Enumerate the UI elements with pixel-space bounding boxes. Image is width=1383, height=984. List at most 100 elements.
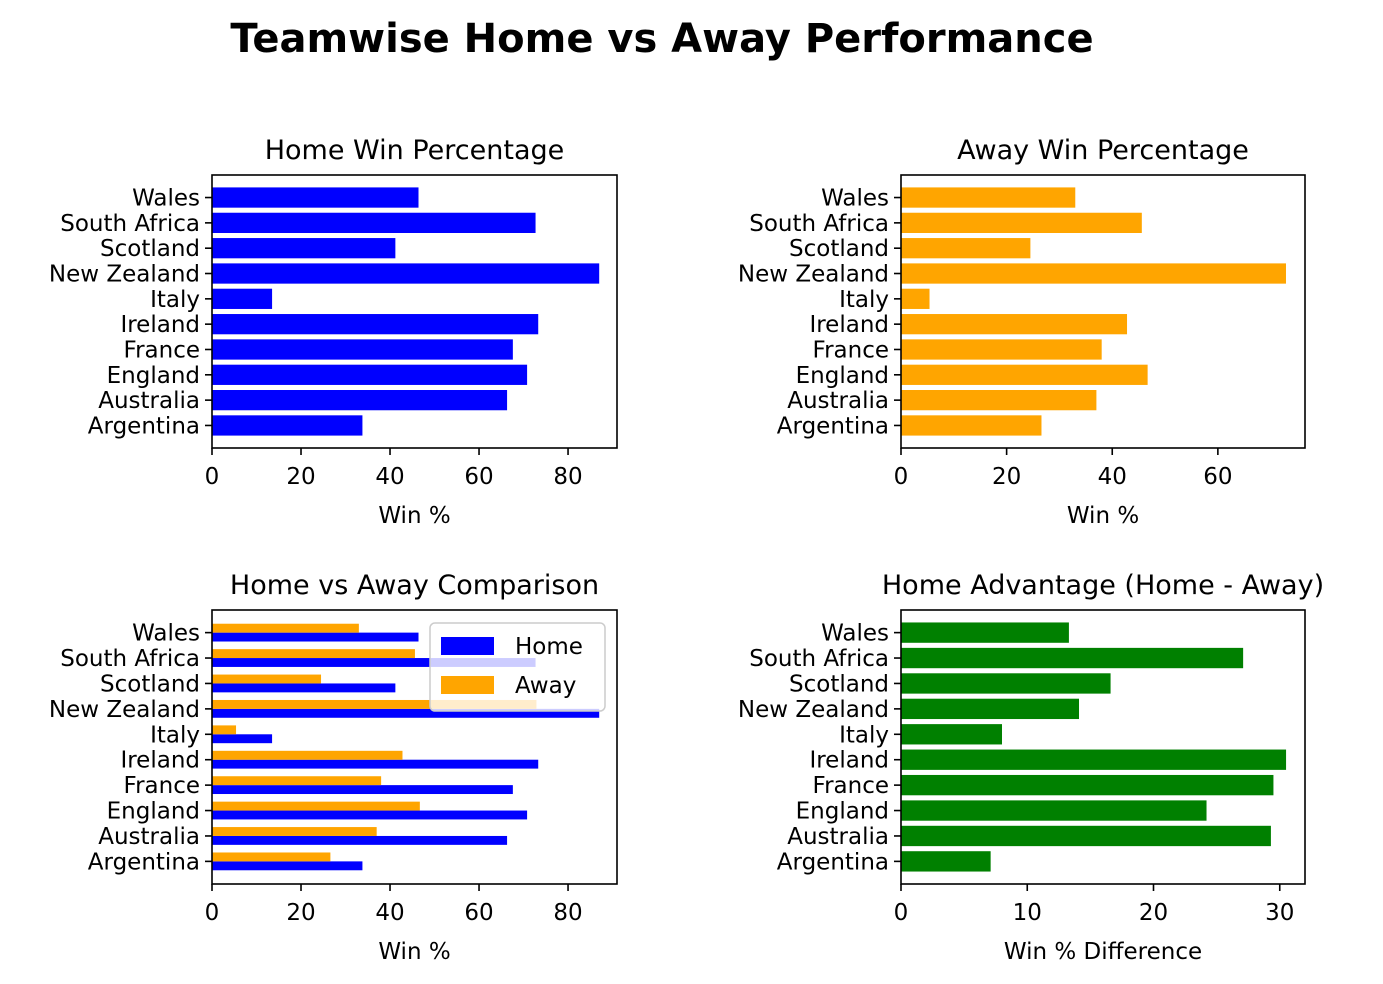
comparison-bar-ireland-away [212, 750, 403, 760]
comparison-ytick-label: Ireland [120, 748, 200, 774]
home-win-ytick-label: Argentina [88, 413, 200, 439]
away-win-ytick-label: Italy [839, 287, 889, 313]
home-advantage-bar-australia [901, 825, 1271, 847]
figure-title: Teamwise Home vs Away Performance [230, 16, 1093, 62]
home-advantage-ytick-label: New Zealand [738, 697, 889, 723]
home-win-bar-england [212, 364, 528, 385]
comparison-bar-wales-home [212, 632, 419, 642]
away-win-bar-england [901, 364, 1148, 385]
legend-swatch-home [441, 637, 494, 655]
comparison-xtick-label: 20 [286, 900, 315, 926]
comparison-xtick-label: 60 [464, 900, 493, 926]
home-advantage-bar-argentina [901, 851, 991, 872]
home-advantage-bar-france [901, 774, 1274, 796]
home-advantage-bar-ireland [901, 749, 1287, 770]
home-win-ytick-label: South Africa [60, 211, 200, 237]
away-win-bar-wales [901, 187, 1076, 208]
home-advantage-ytick-label: Wales [821, 621, 889, 647]
home-advantage-xlabel: Win % Difference [1004, 939, 1202, 965]
legend-label-home: Home [515, 634, 583, 660]
away-win-bar-new-zealand [901, 263, 1286, 284]
comparison-bar-south-africa-home [212, 658, 536, 667]
away-win-ytick-label: Australia [787, 388, 889, 414]
home-advantage-bar-new-zealand [901, 698, 1080, 720]
comparison-xlabel: Win % [378, 939, 450, 965]
comparison-ytick-label: England [107, 799, 200, 825]
home-advantage-xtick-label: 20 [1139, 900, 1168, 926]
home-win-ytick-label: Scotland [100, 236, 200, 262]
home-advantage-title: Home Advantage (Home - Away) [882, 570, 1324, 601]
home-win-xtick-label: 40 [375, 464, 404, 490]
home-win-bar-australia [212, 390, 508, 411]
home-advantage-ytick-label: Italy [839, 722, 889, 748]
home-advantage-bar-england [901, 800, 1207, 821]
comparison-ytick-label: Wales [132, 621, 200, 647]
home-advantage-chart: Home Advantage (Home - Away) ArgentinaAus… [738, 570, 1324, 965]
home-win-xtick-label: 20 [286, 464, 315, 490]
comparison-ytick-label: France [124, 773, 200, 799]
comparison-bar-australia-home [212, 835, 508, 845]
home-win-ytick-label: New Zealand [49, 262, 200, 288]
comparison-bar-argentina-away [212, 852, 331, 862]
away-win-bar-scotland [901, 238, 1031, 259]
home-advantage-ytick-label: France [813, 773, 889, 799]
comparison-frame [211, 609, 618, 885]
legend-swatch-away [441, 676, 494, 694]
home-win-bar-new-zealand [212, 263, 600, 284]
home-win-xtick-label: 60 [464, 464, 493, 490]
comparison-ytick-label: Scotland [100, 671, 200, 697]
home-win-bar-wales [212, 187, 419, 208]
home-win-bar-ireland [212, 314, 539, 335]
home-win-xlabel: Win % [378, 503, 450, 529]
comparison-xtick-label: 80 [553, 900, 582, 926]
home-win-xtick-label: 0 [205, 464, 220, 490]
home-advantage-ytick-label: Ireland [809, 748, 889, 774]
comparison-ytick-label: Italy [150, 722, 200, 748]
comparison-bar-ireland-home [212, 759, 539, 769]
away-win-bar-australia [901, 390, 1097, 411]
comparison-xtick-label: 40 [375, 900, 404, 926]
home-advantage-bar-scotland [901, 673, 1111, 694]
away-win-bar-italy [901, 288, 930, 309]
comparison-bar-england-home [212, 810, 528, 820]
away-win-ytick-label: Ireland [809, 312, 889, 338]
home-advantage-xtick-label: 0 [894, 900, 909, 926]
comparison-bar-australia-away [212, 827, 377, 836]
home-advantage-xtick-label: 30 [1265, 900, 1294, 926]
home-win-ytick-label: England [107, 363, 200, 389]
home-advantage-ytick-label: South Africa [749, 646, 889, 672]
comparison-bar-england-away [212, 801, 420, 811]
away-win-xtick-label: 40 [1098, 464, 1127, 490]
away-win-bar-south-africa [901, 212, 1142, 233]
comparison-xtick-label: 0 [205, 900, 220, 926]
home-advantage-ytick-label: Argentina [777, 849, 889, 875]
away-win-xlabel: Win % [1067, 503, 1139, 529]
away-win-ytick-label: South Africa [749, 211, 889, 237]
comparison-bar-france-home [212, 785, 513, 795]
home-win-title: Home Win Percentage [265, 135, 565, 166]
home-win-chart: Home Win Percentage ArgentinaAustraliaEng… [49, 135, 618, 529]
home-advantage-ytick-label: Australia [787, 824, 889, 850]
home-win-bar-argentina [212, 415, 363, 436]
home-win-bar-france [212, 339, 513, 360]
home-win-ytick-label: Wales [132, 186, 200, 212]
away-win-ytick-label: Wales [821, 186, 889, 212]
away-win-xtick-label: 20 [992, 464, 1021, 490]
away-win-xtick-label: 60 [1203, 464, 1232, 490]
away-win-title: Away Win Percentage [957, 135, 1249, 166]
home-win-ytick-label: Ireland [120, 312, 200, 338]
home-advantage-ytick-label: Scotland [789, 671, 889, 697]
home-advantage-frame [900, 609, 1306, 885]
away-win-ytick-label: Argentina [777, 413, 889, 439]
home-win-bar-south-africa [212, 212, 536, 233]
comparison-bar-france-away [212, 776, 382, 786]
away-win-ytick-label: France [813, 337, 889, 363]
home-advantage-bar-italy [901, 724, 1002, 745]
comparison-bar-scotland-away [212, 674, 322, 684]
home-win-bar-italy [212, 288, 273, 309]
away-win-chart: Away Win Percentage ArgentinaAustraliaEng… [738, 135, 1306, 529]
comparison-ytick-label: South Africa [60, 646, 200, 672]
away-win-ytick-label: Scotland [789, 236, 889, 262]
comparison-bar-new-zealand-home [212, 708, 600, 718]
